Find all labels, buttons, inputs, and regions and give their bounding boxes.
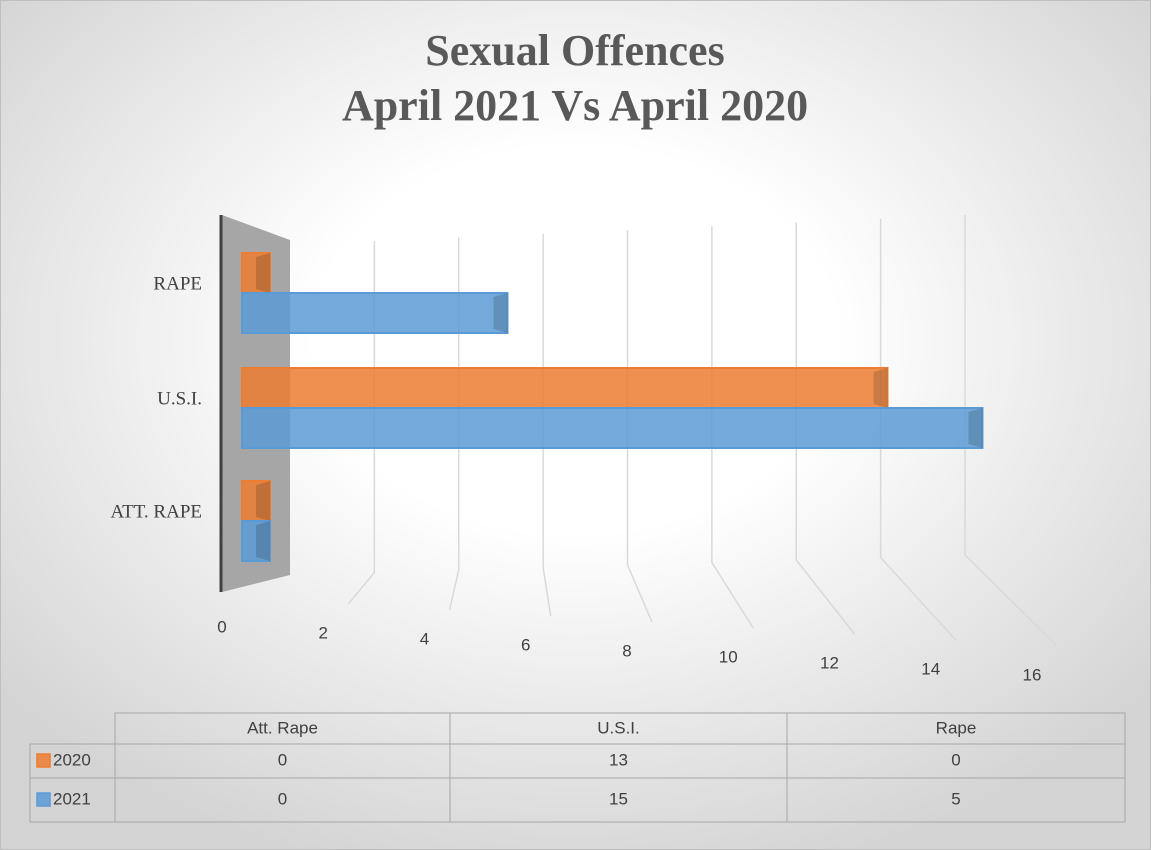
bar-end bbox=[256, 481, 270, 521]
legend-label: 2021 bbox=[53, 789, 91, 808]
bar bbox=[241, 480, 271, 522]
grid-line bbox=[795, 222, 856, 635]
y-tick-label: ATT. RAPE bbox=[111, 501, 202, 522]
bar bbox=[241, 252, 271, 294]
bar-face bbox=[241, 292, 509, 334]
bar-end bbox=[873, 368, 888, 408]
x-tick-label: 16 bbox=[1023, 665, 1042, 684]
x-tick-label: 10 bbox=[719, 647, 738, 666]
table-header: U.S.I. bbox=[597, 718, 640, 737]
table-header: Rape bbox=[936, 718, 977, 737]
bar-face bbox=[241, 520, 271, 562]
grid-line bbox=[542, 233, 552, 617]
grid-line bbox=[347, 241, 376, 605]
bar bbox=[241, 407, 984, 449]
y-tick-label: U.S.I. bbox=[157, 388, 202, 409]
table-cell: 5 bbox=[951, 789, 960, 808]
bar bbox=[241, 520, 271, 562]
grid-line bbox=[879, 218, 957, 641]
bar bbox=[241, 292, 509, 334]
x-tick-label: 12 bbox=[820, 653, 839, 672]
bar-end bbox=[493, 293, 508, 333]
grid-line bbox=[448, 237, 460, 611]
bar-end bbox=[256, 253, 270, 293]
x-tick-label: 2 bbox=[319, 623, 328, 642]
table-cell: 0 bbox=[951, 750, 960, 769]
legend-swatch bbox=[36, 792, 51, 807]
bar-face bbox=[241, 367, 889, 409]
bar-face bbox=[241, 480, 271, 522]
x-tick-label: 6 bbox=[521, 635, 530, 654]
bar-end bbox=[256, 521, 270, 561]
bar-end bbox=[968, 408, 983, 448]
y-tick-label: RAPE bbox=[153, 273, 202, 294]
grid-line bbox=[626, 230, 653, 623]
x-tick-label: 14 bbox=[921, 659, 940, 678]
chart-subtitle: April 2021 Vs April 2020 bbox=[342, 81, 808, 130]
grid-line bbox=[711, 226, 754, 629]
table-header: Att. Rape bbox=[247, 718, 318, 737]
x-tick-label: 8 bbox=[622, 641, 631, 660]
table-cell: 15 bbox=[609, 789, 628, 808]
table-cell: 0 bbox=[278, 750, 287, 769]
bar bbox=[241, 367, 889, 409]
legend-label: 2020 bbox=[53, 750, 91, 769]
bar-face bbox=[241, 407, 984, 449]
x-tick-label: 4 bbox=[420, 629, 429, 648]
legend-swatch bbox=[36, 753, 51, 768]
chart-title: Sexual Offences bbox=[425, 26, 724, 75]
table-cell: 13 bbox=[609, 750, 628, 769]
grid-line bbox=[964, 215, 1058, 647]
bar-face bbox=[241, 252, 271, 294]
x-tick-label: 0 bbox=[217, 617, 226, 636]
table-cell: 0 bbox=[278, 789, 287, 808]
